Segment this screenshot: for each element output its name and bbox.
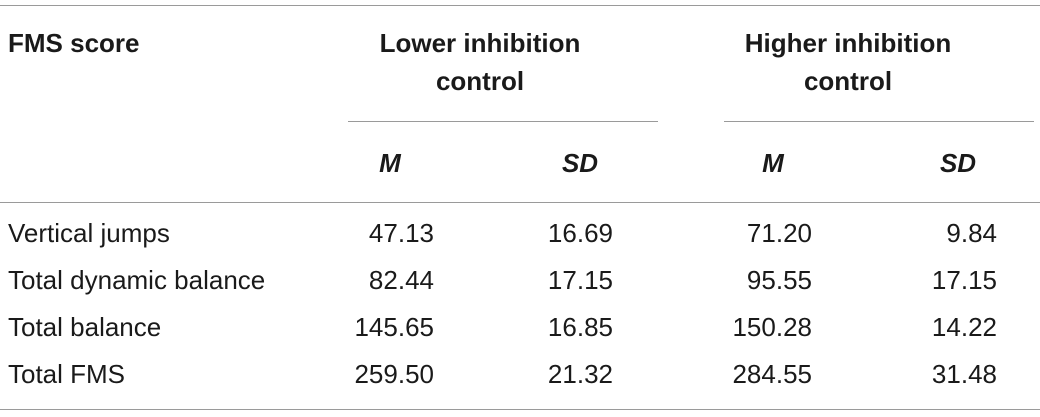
cell-higher-m: 71.20 bbox=[746, 218, 812, 248]
cell-lower-sd: 16.69 bbox=[547, 218, 613, 248]
row-label: Total dynamic balance bbox=[8, 265, 266, 295]
table-top-rule bbox=[0, 5, 1040, 6]
cell-higher-sd: 17.15 bbox=[931, 265, 997, 295]
row-label: Total FMS bbox=[8, 359, 126, 389]
cell-lower-m: 145.65 bbox=[354, 312, 434, 342]
subheader-lower-m: M bbox=[379, 148, 401, 178]
cell-lower-sd: 16.85 bbox=[547, 312, 613, 342]
group-header-lower: Lower inhibition control bbox=[379, 28, 581, 96]
cell-higher-sd: 14.22 bbox=[931, 312, 997, 342]
row-header-label: FMS score bbox=[8, 28, 140, 58]
cell-lower-sd: 21.32 bbox=[547, 359, 613, 389]
table-bottom-rule bbox=[0, 409, 1040, 410]
cell-higher-m: 95.55 bbox=[746, 265, 812, 295]
cell-lower-m: 82.44 bbox=[368, 265, 434, 295]
group-header-higher: Higher inhibition control bbox=[744, 28, 952, 96]
row-label: Vertical jumps bbox=[8, 218, 170, 248]
cell-lower-m: 259.50 bbox=[354, 359, 434, 389]
cell-lower-sd: 17.15 bbox=[547, 265, 613, 295]
cell-higher-m: 150.28 bbox=[732, 312, 812, 342]
subheader-lower-sd: SD bbox=[561, 148, 599, 178]
group-underline-higher bbox=[724, 121, 1034, 122]
header-bottom-rule bbox=[0, 202, 1040, 203]
cell-higher-sd: 31.48 bbox=[931, 359, 997, 389]
subheader-higher-m: M bbox=[762, 148, 784, 178]
cell-higher-m: 284.55 bbox=[732, 359, 812, 389]
row-label: Total balance bbox=[8, 312, 162, 342]
group-underline-lower bbox=[348, 121, 658, 122]
cell-higher-sd: 9.84 bbox=[946, 218, 997, 248]
subheader-higher-sd: SD bbox=[939, 148, 977, 178]
cell-lower-m: 47.13 bbox=[368, 218, 434, 248]
